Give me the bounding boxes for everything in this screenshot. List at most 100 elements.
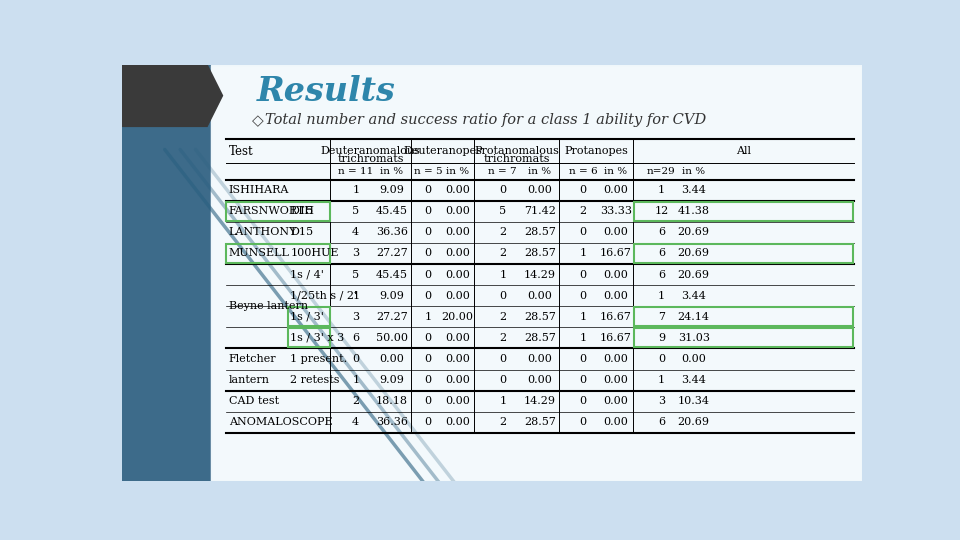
Text: 1: 1 <box>658 291 665 301</box>
Text: 16.67: 16.67 <box>600 333 632 343</box>
Text: 0.00: 0.00 <box>527 185 552 195</box>
Polygon shape <box>123 65 223 126</box>
Bar <box>634 202 853 221</box>
Text: LANTHONY: LANTHONY <box>228 227 298 237</box>
Text: 0: 0 <box>579 185 587 195</box>
Text: 0.00: 0.00 <box>527 291 552 301</box>
Text: Test: Test <box>228 145 253 158</box>
Text: n = 5: n = 5 <box>414 166 443 176</box>
Text: lantern: lantern <box>228 375 270 385</box>
Text: 0: 0 <box>424 227 432 237</box>
Text: 2 retests: 2 retests <box>290 375 340 385</box>
Text: 0.00: 0.00 <box>444 375 469 385</box>
Text: 1s / 3' x 3: 1s / 3' x 3 <box>290 333 345 343</box>
Text: 100HUE: 100HUE <box>290 248 339 259</box>
Text: 28.57: 28.57 <box>524 227 556 237</box>
Text: Beyne lantern: Beyne lantern <box>228 301 308 311</box>
Text: 20.69: 20.69 <box>678 269 709 280</box>
Text: 3: 3 <box>658 396 665 406</box>
Text: 20.00: 20.00 <box>442 312 473 322</box>
Text: 0: 0 <box>579 269 587 280</box>
Text: 0: 0 <box>424 206 432 216</box>
Text: 16.67: 16.67 <box>600 312 632 322</box>
Text: 10.34: 10.34 <box>678 396 709 406</box>
Text: 12: 12 <box>655 206 668 216</box>
Text: 2: 2 <box>499 312 506 322</box>
Text: Results: Results <box>257 75 396 108</box>
Text: 2: 2 <box>499 248 506 259</box>
Text: 0: 0 <box>499 291 506 301</box>
Text: FARSNWORTH: FARSNWORTH <box>228 206 315 216</box>
Text: 45.45: 45.45 <box>376 206 408 216</box>
Text: 0.00: 0.00 <box>444 227 469 237</box>
Text: trichromats: trichromats <box>338 154 404 164</box>
Text: 4: 4 <box>352 227 359 237</box>
Bar <box>123 65 211 481</box>
Text: 5: 5 <box>499 206 506 216</box>
Text: 1: 1 <box>499 396 506 406</box>
Text: D15: D15 <box>290 227 313 237</box>
Text: 18.18: 18.18 <box>376 396 408 406</box>
Text: 41.38: 41.38 <box>678 206 709 216</box>
Text: 6: 6 <box>352 333 359 343</box>
Text: 0.00: 0.00 <box>604 185 629 195</box>
Text: n=29: n=29 <box>647 166 676 176</box>
Text: 1s / 3': 1s / 3' <box>290 312 324 322</box>
Text: 3.44: 3.44 <box>682 185 707 195</box>
Text: 5: 5 <box>352 206 359 216</box>
Text: 0.00: 0.00 <box>604 396 629 406</box>
Text: 1: 1 <box>352 291 359 301</box>
Text: 0.00: 0.00 <box>444 248 469 259</box>
Text: 2: 2 <box>499 227 506 237</box>
Text: 0: 0 <box>424 396 432 406</box>
Text: 3.44: 3.44 <box>682 291 707 301</box>
Text: 28.57: 28.57 <box>524 248 556 259</box>
Text: Total number and success ratio for a class 1 ability for CVD: Total number and success ratio for a cla… <box>265 113 707 127</box>
Text: 1: 1 <box>579 312 587 322</box>
Text: Protanomalous: Protanomalous <box>474 146 559 157</box>
Text: 9: 9 <box>658 333 665 343</box>
Text: 0.00: 0.00 <box>444 206 469 216</box>
Text: 0: 0 <box>424 269 432 280</box>
Text: in %: in % <box>605 166 628 176</box>
Text: 24.14: 24.14 <box>678 312 709 322</box>
Text: 0: 0 <box>424 333 432 343</box>
Text: 0: 0 <box>424 375 432 385</box>
Text: 6: 6 <box>658 269 665 280</box>
Text: n = 6: n = 6 <box>568 166 597 176</box>
Text: 6: 6 <box>658 227 665 237</box>
Text: 2: 2 <box>352 396 359 406</box>
Text: D15: D15 <box>290 206 313 216</box>
Text: 0.00: 0.00 <box>444 185 469 195</box>
Text: 0: 0 <box>579 375 587 385</box>
Text: 0.00: 0.00 <box>527 375 552 385</box>
Text: 0.00: 0.00 <box>444 417 469 427</box>
Text: 4: 4 <box>352 417 359 427</box>
Text: 0.00: 0.00 <box>604 227 629 237</box>
Text: 0: 0 <box>352 354 359 364</box>
Text: 0: 0 <box>579 227 587 237</box>
Bar <box>634 307 853 326</box>
Text: in %: in % <box>380 166 403 176</box>
Bar <box>288 307 329 326</box>
Text: 0: 0 <box>424 248 432 259</box>
Text: 14.29: 14.29 <box>524 396 556 406</box>
Text: 0: 0 <box>424 417 432 427</box>
Text: 1s / 4': 1s / 4' <box>290 269 324 280</box>
Text: 3.44: 3.44 <box>682 375 707 385</box>
Text: 0: 0 <box>658 354 665 364</box>
Bar <box>211 65 861 481</box>
Text: 7: 7 <box>658 312 665 322</box>
Text: 1: 1 <box>658 375 665 385</box>
Text: 1: 1 <box>579 333 587 343</box>
Text: 3: 3 <box>352 248 359 259</box>
Text: 9.09: 9.09 <box>379 291 404 301</box>
Text: 0.00: 0.00 <box>604 417 629 427</box>
Text: CAD test: CAD test <box>228 396 278 406</box>
Text: 28.57: 28.57 <box>524 417 556 427</box>
Text: 0: 0 <box>579 417 587 427</box>
Text: 36.36: 36.36 <box>376 417 408 427</box>
Text: Fletcher: Fletcher <box>228 354 276 364</box>
Text: 27.27: 27.27 <box>376 312 408 322</box>
Text: 20.69: 20.69 <box>678 248 709 259</box>
